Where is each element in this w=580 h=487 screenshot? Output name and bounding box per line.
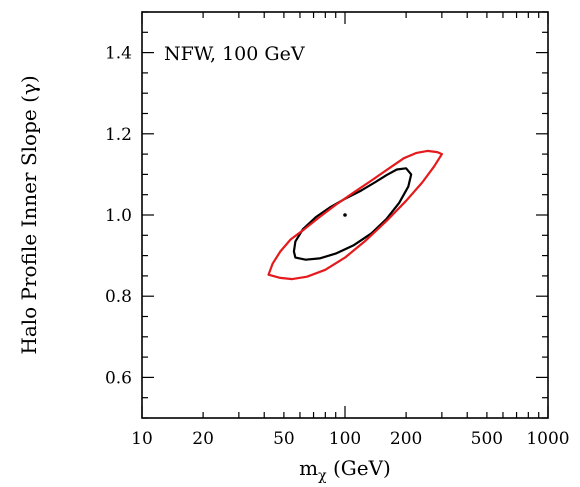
x-axis-title-subscript: χ	[318, 468, 327, 484]
annotation-label: NFW, 100 GeV	[164, 43, 305, 65]
y-tick-label: 0.6	[105, 368, 132, 388]
y-tick-labels: 0.6 0.8 1.0 1.2 1.4	[105, 44, 132, 389]
outer-contour	[267, 149, 443, 281]
x-tick-label: 50	[273, 429, 295, 449]
y-tick-label: 0.8	[105, 287, 132, 307]
x-tick-label: 500	[471, 429, 503, 449]
x-tick-label: 200	[390, 429, 422, 449]
x-tick-label: 1000	[526, 429, 569, 449]
x-tick-label: 20	[192, 429, 214, 449]
y-tick-label: 1.0	[105, 206, 132, 226]
x-axis-title-units: (GeV)	[327, 456, 391, 480]
y-axis-title: Halo Profile Inner Slope (γ)	[17, 75, 41, 354]
best-fit-point	[343, 213, 347, 217]
inner-contour	[292, 167, 413, 261]
y-tick-label: 1.4	[105, 44, 132, 64]
y-tick-label: 1.2	[105, 125, 132, 145]
x-tick-label: 100	[329, 429, 361, 449]
x-tick-labels: 10 20 50 100 200 500 1000	[131, 429, 569, 449]
x-axis-title-main: m	[299, 456, 318, 480]
x-axis-title: mχ (GeV)	[299, 456, 391, 484]
plot-frame	[141, 11, 549, 419]
contour-lines	[267, 149, 443, 281]
x-tick-label: 10	[131, 429, 153, 449]
